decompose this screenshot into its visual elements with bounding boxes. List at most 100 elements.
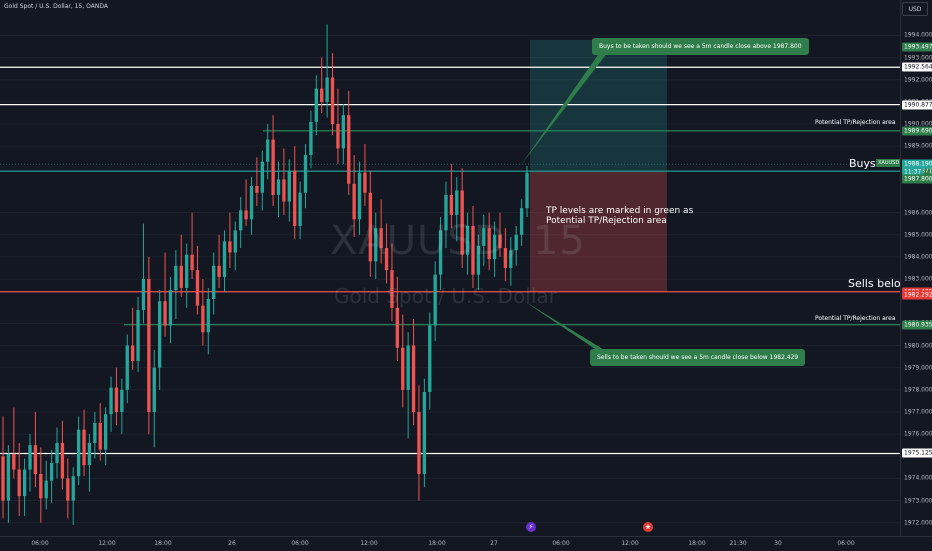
watermark-name: Gold Spot / U.S. Dollar <box>334 284 557 308</box>
tp-note-line1[interactable]: TP levels are marked in green as <box>546 206 694 216</box>
candle-body <box>498 234 502 249</box>
time-tick-label: 12:00 <box>98 540 116 547</box>
price-level-tag: 1980.935 <box>902 320 932 330</box>
candle-body <box>417 411 421 474</box>
lightning-icon[interactable]: ⚡ <box>526 522 536 532</box>
candle-body <box>206 299 210 333</box>
candle-body <box>157 301 162 368</box>
candle-body <box>422 392 427 474</box>
candle-body <box>282 179 286 202</box>
candle-body <box>147 279 151 412</box>
candle-body <box>179 265 183 288</box>
candle-body <box>33 445 38 474</box>
candle-body <box>87 442 92 466</box>
candle-body <box>260 161 264 193</box>
candle-body <box>103 414 108 450</box>
candle-body <box>298 192 302 226</box>
time-tick-label: 06:00 <box>552 540 570 547</box>
candle-body <box>82 429 86 466</box>
candle-body <box>476 245 481 275</box>
candle-body <box>401 347 405 390</box>
time-tick-label: 18:00 <box>154 540 172 547</box>
candle-body <box>465 225 470 255</box>
sells-callout-pointer <box>524 301 606 351</box>
candle-body <box>428 325 432 393</box>
candle-body <box>444 194 448 231</box>
time-tick-label: 18:00 <box>428 540 446 547</box>
candle-body <box>125 345 129 390</box>
time-tick-label: 21:30 <box>729 540 747 547</box>
candle-body <box>22 469 27 497</box>
candle-body <box>222 241 227 277</box>
price-tick-label: 1994.000 <box>904 31 932 39</box>
candle-body <box>438 230 443 275</box>
time-axis[interactable]: 06:00 12:00 18:00 26 06:00 12:00 18:00 27 06:00 1… <box>0 536 932 551</box>
time-tick-label: 06:00 <box>291 540 309 547</box>
candle-body <box>487 228 491 260</box>
time-tick-label: 26 <box>228 540 236 547</box>
candle-body <box>174 265 178 291</box>
candle-body <box>384 248 389 271</box>
sells-callout[interactable]: Sells to be taken should we see a 5m can… <box>590 349 806 366</box>
price-tick-label: 1983.000 <box>904 275 932 283</box>
candle-body <box>492 234 497 260</box>
price-tick-label: 1992.000 <box>904 76 932 84</box>
candle-body <box>509 250 513 268</box>
candle-body <box>395 307 400 348</box>
tp-lower-label[interactable]: Potential TP/Rejection area <box>815 315 896 322</box>
candle-body <box>325 77 329 102</box>
candle-body <box>309 121 313 156</box>
candle-body <box>455 190 459 215</box>
candle-body <box>374 228 378 262</box>
candle-body <box>114 387 119 412</box>
candle-body <box>212 265 216 300</box>
time-tick-label: 06:00 <box>837 540 855 547</box>
candle-body <box>98 423 102 450</box>
candle-body <box>271 139 275 195</box>
candle-body <box>55 442 59 463</box>
price-plot[interactable] <box>0 0 900 536</box>
candle-body <box>320 88 324 102</box>
current-price-tag: 1987.800 <box>902 174 932 184</box>
candle-body <box>433 274 437 326</box>
symbol-title[interactable]: Gold Spot / U.S. Dollar, 15, OANDA <box>4 3 108 10</box>
candle-body <box>195 270 200 306</box>
price-tick-label: 1993.000 <box>904 54 932 62</box>
us-flag-icon[interactable]: ★ <box>643 522 653 532</box>
sells-below-label[interactable]: Sells below <box>848 277 900 290</box>
price-axis[interactable]: 1994.0001993.0001992.0001991.0001990.000… <box>900 0 932 536</box>
candle-body <box>152 367 156 412</box>
candle-body <box>76 429 81 477</box>
price-level-tag: 1990.877 <box>902 100 932 110</box>
buys-callout-pointer <box>521 52 608 165</box>
candle-body <box>460 190 464 255</box>
candle-body <box>12 454 16 470</box>
price-tick-label: 1972.000 <box>904 519 932 527</box>
candle-body <box>449 194 454 215</box>
candle-body <box>266 139 270 162</box>
currency-button[interactable]: USD <box>902 2 928 16</box>
time-tick-label: 12:00 <box>360 540 378 547</box>
candle-body <box>244 210 248 220</box>
buys-callout[interactable]: Buys to be taken should we see a 5m cand… <box>592 38 809 55</box>
tp-note-line2[interactable]: Potential TP/Rejection area <box>546 216 667 226</box>
price-tick-label: 1974.000 <box>904 474 932 482</box>
candle-body <box>228 241 232 253</box>
price-tick-label: 1986.000 <box>904 209 932 217</box>
candle-body <box>503 248 508 268</box>
candle-body <box>190 254 194 271</box>
candle-body <box>44 480 48 499</box>
candle-body <box>411 345 416 412</box>
price-tick-label: 1976.000 <box>904 430 932 438</box>
candle-body <box>514 234 518 251</box>
candle-body <box>368 192 373 262</box>
candle-body <box>482 228 486 246</box>
candle-body <box>136 310 140 362</box>
candle-body <box>233 230 237 253</box>
chart-area[interactable]: XAUUSD, 15 Gold Spot / U.S. Dollar Gold … <box>0 0 900 536</box>
tp-upper-label[interactable]: Potential TP/Rejection area <box>815 119 896 126</box>
candle-body <box>347 115 351 184</box>
candle-body <box>341 115 346 149</box>
candle-body <box>109 387 113 415</box>
candle-body <box>239 210 243 231</box>
